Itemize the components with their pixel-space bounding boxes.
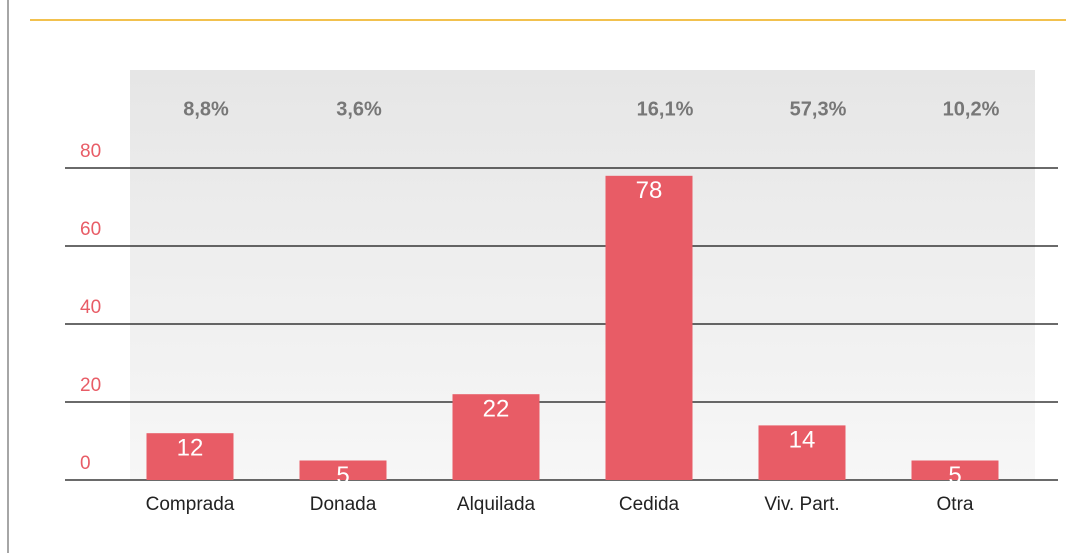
value-label: 12 [177, 435, 204, 462]
value-label: 5 [948, 462, 961, 489]
bar [452, 394, 540, 480]
percent-label: 10,2% [943, 98, 1000, 120]
value-label: 14 [789, 427, 816, 454]
x-tick-label: Cedida [619, 494, 680, 515]
x-tick-label: Alquilada [457, 494, 536, 515]
bar [146, 433, 234, 480]
x-tick-label: Donada [310, 494, 377, 515]
percent-label: 16,1% [637, 98, 694, 120]
y-tick-label: 80 [80, 141, 101, 162]
value-label: 22 [483, 396, 510, 423]
bar [605, 175, 693, 481]
x-tick-label: Comprada [146, 494, 235, 515]
y-tick-label: 0 [80, 453, 91, 474]
y-tick-label: 60 [80, 219, 101, 240]
value-label: 5 [336, 462, 349, 489]
bar [758, 425, 846, 480]
percent-label: 3,6% [336, 98, 382, 120]
x-tick-label: Otra [937, 494, 974, 515]
percent-label: 57,3% [790, 98, 847, 120]
bar [299, 460, 387, 480]
y-tick-label: 20 [80, 375, 101, 396]
y-tick-label: 40 [80, 297, 101, 318]
x-tick-label: Viv. Part. [764, 494, 839, 515]
bar [911, 460, 999, 480]
percent-label: 8,8% [183, 98, 229, 120]
value-label: 78 [636, 177, 663, 204]
plot-background [130, 70, 1035, 480]
